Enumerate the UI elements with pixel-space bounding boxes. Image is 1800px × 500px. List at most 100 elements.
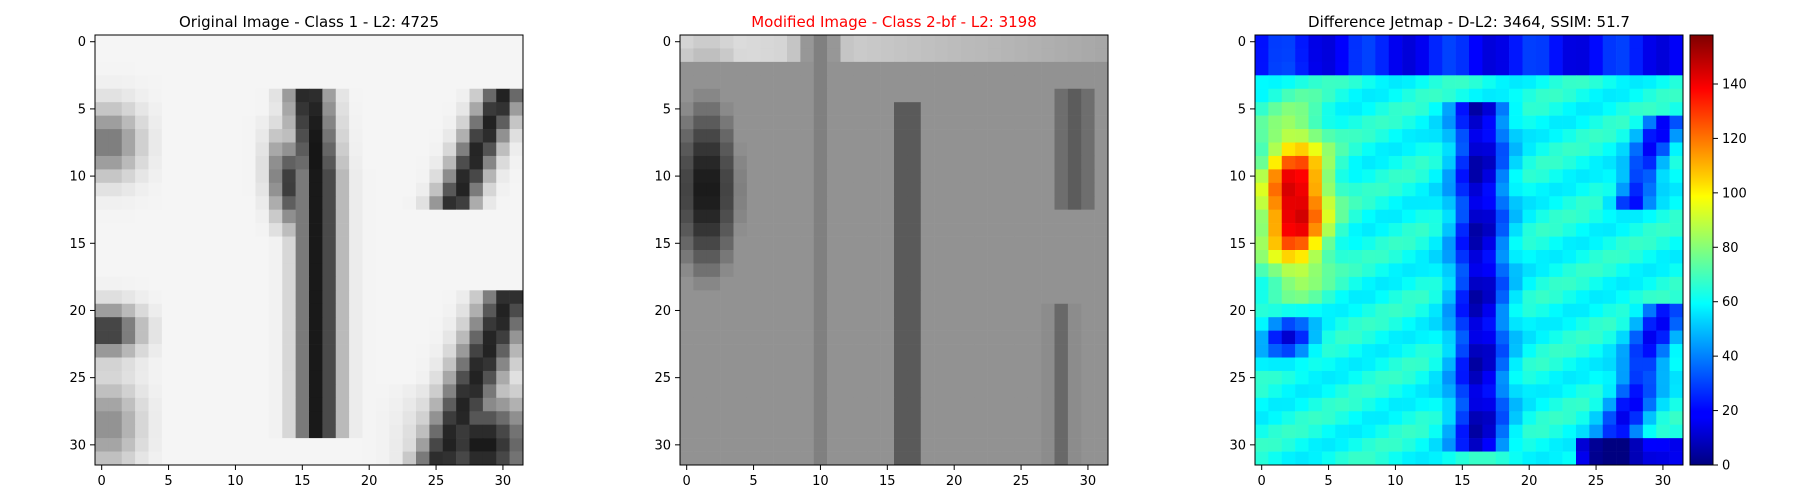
heatmap-cell <box>148 182 163 197</box>
heatmap-cell <box>1522 182 1537 197</box>
heatmap-cell <box>496 330 510 345</box>
heatmap-cell <box>1469 155 1483 170</box>
heatmap-cell <box>907 424 922 439</box>
heatmap-cell <box>108 263 123 278</box>
heatmap-cell <box>853 290 868 305</box>
heatmap-cell <box>827 129 841 143</box>
heatmap-cell <box>349 357 363 372</box>
heatmap-cell <box>202 330 216 345</box>
heatmap-cell <box>1442 263 1456 278</box>
heatmap-cell <box>268 303 283 318</box>
heatmap-cell <box>1335 357 1349 372</box>
heatmap-cell <box>1428 290 1443 305</box>
heatmap-cell <box>1014 196 1029 210</box>
heatmap-cell <box>335 102 350 116</box>
heatmap-cell <box>375 250 390 264</box>
heatmap-cell <box>706 48 721 63</box>
heatmap-cell <box>322 384 337 399</box>
heatmap-cell <box>188 344 203 358</box>
heatmap-cell <box>1669 263 1684 278</box>
heatmap-cell <box>429 438 444 452</box>
heatmap-cell <box>1308 61 1323 76</box>
heatmap-cell <box>135 438 149 452</box>
heatmap-cell <box>1522 169 1537 184</box>
heatmap-cell <box>175 303 189 318</box>
title-difference: Difference Jetmap - D-L2: 3464, SSIM: 51… <box>1308 13 1630 31</box>
heatmap-cell <box>295 223 310 237</box>
heatmap-cell <box>469 438 484 452</box>
heatmap-cell <box>1642 330 1657 345</box>
heatmap-cell <box>1616 384 1630 399</box>
heatmap-cell <box>215 102 230 116</box>
x-tick-label: 30 <box>495 474 512 489</box>
heatmap-cell <box>1669 303 1684 318</box>
heatmap-cell <box>1535 330 1550 345</box>
heatmap-cell <box>1549 276 1563 291</box>
x-tick-label: 20 <box>946 474 963 489</box>
heatmap-cell <box>1054 384 1069 399</box>
heatmap-cell <box>1348 129 1363 143</box>
heatmap-cell <box>1014 397 1029 412</box>
heatmap-cell <box>720 357 734 372</box>
heatmap-cell <box>934 290 948 305</box>
heatmap-cell <box>853 61 868 76</box>
heatmap-cell <box>295 370 310 385</box>
heatmap-cell <box>202 48 216 63</box>
heatmap-cell <box>813 330 828 345</box>
heatmap-cell <box>402 142 417 157</box>
heatmap-cell <box>867 48 881 63</box>
heatmap-cell <box>1428 169 1443 184</box>
heatmap-cell <box>1402 384 1416 399</box>
heatmap-cell <box>706 115 721 130</box>
heatmap-cell <box>920 196 935 210</box>
heatmap-cell <box>1255 384 1269 399</box>
heatmap-cell <box>335 317 350 331</box>
heatmap-cell <box>894 424 908 439</box>
heatmap-cell <box>1388 182 1403 197</box>
heatmap-cell <box>469 129 484 143</box>
heatmap-cell <box>1027 370 1042 385</box>
heatmap-cell <box>175 384 189 399</box>
heatmap-cell <box>121 196 136 210</box>
heatmap-cell <box>787 370 801 385</box>
heatmap-cell <box>827 250 841 264</box>
heatmap-cell <box>1295 88 1309 103</box>
heatmap-cell <box>720 102 734 116</box>
heatmap-cell <box>733 169 748 184</box>
heatmap-cell <box>135 35 149 49</box>
heatmap-cell <box>813 344 828 358</box>
heatmap-cell <box>1562 370 1577 385</box>
heatmap-cell <box>1094 155 1109 170</box>
heatmap-cell <box>894 182 908 197</box>
heatmap-cell <box>496 169 510 184</box>
heatmap-cell <box>894 276 908 291</box>
heatmap-cell <box>693 344 708 358</box>
heatmap-cell <box>188 397 203 412</box>
heatmap-cell <box>680 155 694 170</box>
heatmap-cell <box>1295 317 1309 331</box>
heatmap-cell <box>1495 129 1510 143</box>
heatmap-cell <box>1402 169 1416 184</box>
heatmap-cell <box>1067 290 1082 305</box>
heatmap-cell <box>1281 357 1296 372</box>
heatmap-cell <box>1281 35 1296 49</box>
heatmap-cell <box>867 370 881 385</box>
heatmap-cell <box>1415 88 1430 103</box>
heatmap-cell <box>202 35 216 49</box>
heatmap-cell <box>175 317 189 331</box>
heatmap-cell <box>1669 438 1684 452</box>
heatmap-cell <box>1522 250 1537 264</box>
heatmap-cell <box>907 397 922 412</box>
heatmap-cell <box>1081 370 1095 385</box>
heatmap-cell <box>1067 61 1082 76</box>
heatmap-cell <box>934 276 948 291</box>
heatmap-cell <box>1522 48 1537 63</box>
heatmap-cell <box>1388 424 1403 439</box>
heatmap-cell <box>282 35 296 49</box>
heatmap-cell <box>1602 196 1617 210</box>
x-tick-label: 25 <box>428 474 445 489</box>
heatmap-cell <box>853 370 868 385</box>
heatmap-cell <box>987 129 1002 143</box>
heatmap-cell <box>1576 330 1590 345</box>
heatmap-cell <box>375 196 390 210</box>
